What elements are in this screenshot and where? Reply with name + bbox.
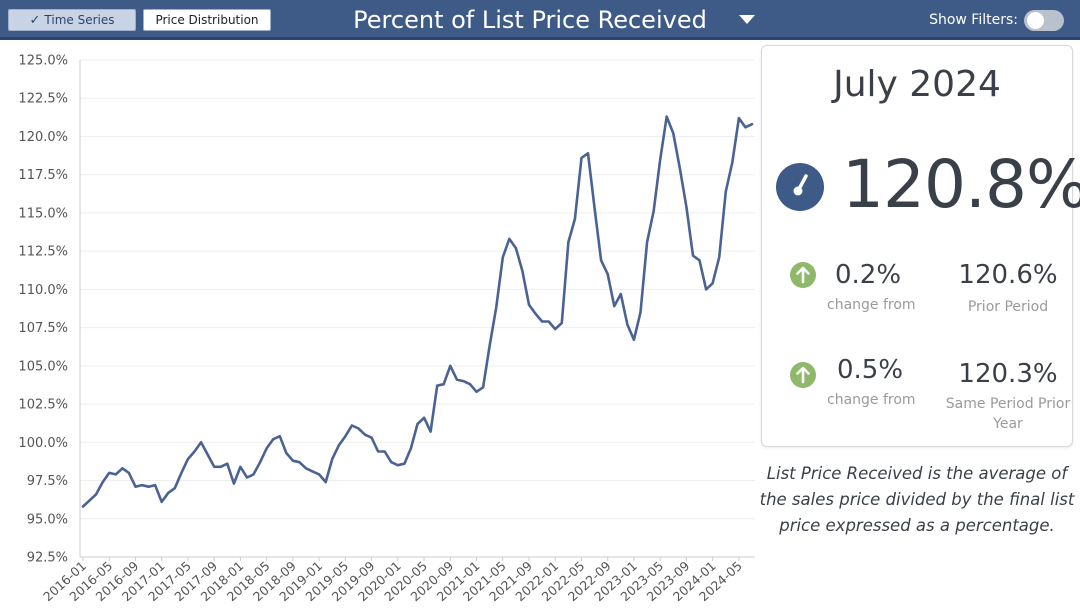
kpi-period: July 2024 (833, 64, 1001, 105)
gauge-icon (776, 163, 824, 211)
series-group (81, 115, 754, 508)
y-tick-label: 102.5% (18, 398, 68, 413)
line-chart: 92.5% 95.0% 97.5% 100.0% 102.5% 105.0% 107.5% 1… (18, 54, 755, 604)
grid-lines (80, 59, 755, 558)
y-tick-label: 122.5% (18, 92, 68, 107)
arrow-up-circle-icon (790, 362, 816, 388)
header-bar: ✓ Time Series Price Distribution Percent… (0, 0, 1080, 40)
show-filters-toggle[interactable] (1024, 10, 1064, 31)
x-axis-ticks: 2016-012016-052016-092017-012017-052017-… (40, 557, 745, 604)
metric-description: List Price Received is the average of th… (759, 464, 1075, 535)
check-icon: ✓ (29, 12, 41, 28)
y-tick-label: 125.0% (18, 54, 68, 69)
change-label-1: change from (827, 297, 916, 313)
tab-time-series[interactable]: ✓ Time Series (8, 9, 136, 31)
y-axis-ticks: 92.5% 95.0% 97.5% 100.0% 102.5% 105.0% 107.5% 1… (18, 54, 68, 566)
show-filters-label: Show Filters: (929, 12, 1018, 28)
page-title: Percent of List Price Received (353, 6, 707, 34)
y-tick-label: 115.0% (18, 206, 68, 221)
caret-down-icon[interactable] (739, 15, 755, 24)
prior-period-value: 120.6% (958, 260, 1058, 290)
arrow-up-circle-icon (790, 262, 816, 288)
y-tick-label: 107.5% (18, 321, 68, 336)
y-tick-label: 117.5% (18, 168, 68, 183)
same-period-prior-year-label: Same Period Prior Year (945, 396, 1071, 432)
tab-time-series-label: Time Series (44, 13, 115, 27)
y-tick-label: 110.0% (18, 283, 68, 298)
same-period-prior-year-value: 120.3% (958, 359, 1058, 389)
change-value-1: 0.2% (835, 260, 902, 290)
y-tick-label: 105.0% (18, 359, 68, 374)
y-tick-label: 97.5% (27, 474, 68, 489)
change-label-2: change from (827, 392, 916, 408)
y-tick-label: 112.5% (18, 245, 68, 260)
kpi-card: July 2024 120.8% 0.2% change from 120.6%… (761, 45, 1080, 447)
prior-period-label: Prior Period (967, 299, 1049, 315)
kpi-value: 120.8% (842, 146, 1080, 223)
y-tick-label: 92.5% (27, 551, 68, 566)
y-tick-label: 100.0% (18, 436, 68, 451)
toggle-knob (1027, 12, 1044, 29)
tab-price-distribution-label: Price Distribution (155, 13, 259, 27)
y-tick-label: 120.0% (18, 130, 68, 145)
y-tick-label: 95.0% (27, 512, 68, 527)
series-line (81, 115, 754, 508)
tab-price-distribution[interactable]: Price Distribution (143, 9, 271, 31)
change-value-2: 0.5% (837, 355, 904, 385)
